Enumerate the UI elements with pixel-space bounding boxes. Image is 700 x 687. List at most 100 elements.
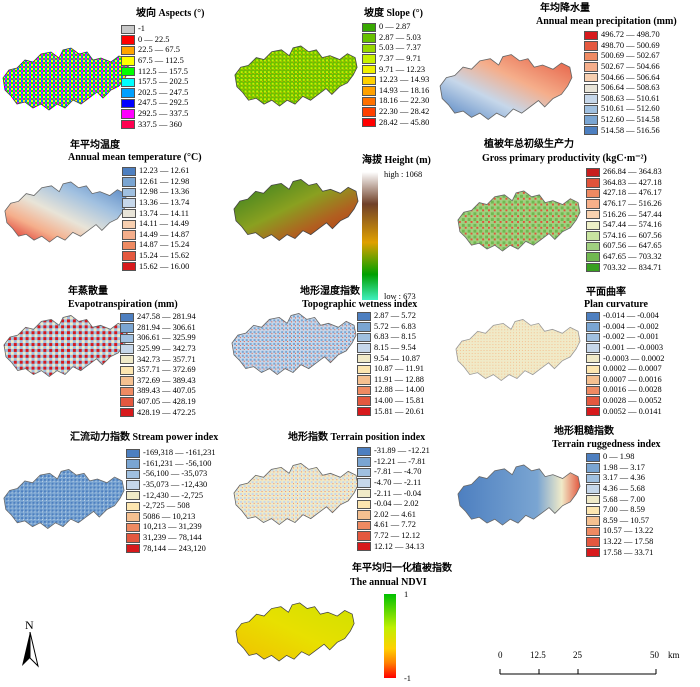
legend-swatch [121, 77, 135, 87]
legend-item: 14.93 — 18.16 [362, 86, 429, 97]
legend-label: 2.02 — 4.61 [374, 509, 416, 519]
legend-item: 428.19 — 472.25 [120, 407, 196, 418]
legend-label: 428.19 — 472.25 [137, 407, 196, 417]
legend-swatch [120, 407, 134, 418]
legend-label: 202.5 — 247.5 [138, 87, 189, 97]
legend-swatch [126, 501, 140, 511]
legend-item: 0.0007 — 0.0016 [586, 375, 664, 386]
legend-label: 516.26 — 547.44 [603, 209, 662, 219]
legend-item: 703.32 — 834.71 [586, 262, 662, 273]
legend-swatch [122, 251, 136, 261]
legend-swatch [362, 33, 376, 43]
legend-item: 14.49 — 14.87 [122, 230, 189, 241]
legend-item: 2.87 — 5.03 [362, 33, 429, 44]
legend-swatch [357, 396, 371, 406]
legend-twi: 2.87 — 5.72 5.72 — 6.83 6.83 — 8.15 8.15 — … [357, 311, 424, 417]
legend-item: 14.87 — 15.24 [122, 240, 189, 251]
legend-item: -0.004 — -0.002 [586, 322, 664, 333]
legend-swatch [586, 516, 600, 526]
title-en-height: Height (m) [384, 155, 431, 166]
legend-label: -56,100 — -35,073 [143, 469, 208, 479]
legend-swatch [584, 94, 598, 104]
legend-swatch [126, 480, 140, 490]
legend-label: 496.72 — 498.70 [601, 30, 660, 40]
north-label: N [25, 618, 34, 632]
legend-item: 31,239 — 78,144 [126, 533, 216, 544]
legend-swatch [357, 385, 371, 396]
legend-label: -4.70 — -2.11 [374, 478, 422, 488]
title-zh-temperature: 年平均温度 [70, 140, 120, 151]
legend-label: 157.5 — 202.5 [138, 77, 189, 87]
map-gpp [457, 190, 581, 252]
legend-item: 78,144 — 243,120 [126, 543, 216, 554]
legend-swatch [122, 240, 136, 251]
legend-label: -0.0003 — 0.0002 [603, 353, 665, 363]
legend-label: 512.60 — 514.58 [601, 115, 660, 125]
legend-item: 4.36 — 5.68 [586, 484, 653, 495]
legend-label: 12.61 — 12.98 [139, 176, 190, 186]
legend-swatch [584, 51, 598, 62]
legend-label: 14.11 — 14.49 [139, 219, 189, 229]
legend-item: -169,318 — -161,231 [126, 448, 216, 459]
legend-label: 31,239 — 78,144 [143, 533, 202, 543]
legend-item: 17.58 — 33.71 [586, 547, 653, 558]
legend-label: -1 [138, 24, 145, 34]
legend-label: 12.23 — 14.93 [379, 75, 430, 85]
legend-swatch [357, 311, 371, 321]
legend-label: 4.61 — 7.72 [374, 520, 416, 530]
legend-swatch [120, 376, 134, 386]
legend-label: 12.23 — 12.61 [139, 166, 190, 176]
title-en-plan-curvature: Plan curvature [584, 299, 648, 310]
legend-label: 502.67 — 504.66 [601, 62, 660, 72]
title-zh-tpi: 地形指数 [288, 432, 328, 443]
legend-swatch [586, 494, 600, 505]
legend-swatch [126, 543, 140, 554]
legend-item: 508.63 — 510.61 [584, 94, 660, 105]
legend-swatch [120, 386, 134, 397]
legend-label: 7.37 — 9.71 [379, 54, 421, 64]
ndvi-low-label: -1 [404, 674, 411, 683]
legend-item: 506.64 — 508.63 [584, 83, 660, 94]
legend-item: 514.58 — 516.56 [584, 125, 660, 136]
legend-label: 14.00 — 15.81 [374, 396, 425, 406]
legend-item: -0.0003 — 0.0002 [586, 353, 664, 364]
legend-item: 8.59 — 10.57 [586, 516, 653, 527]
ramp-height [362, 172, 378, 300]
legend-swatch [126, 522, 140, 533]
legend-label: 574.16 — 607.56 [603, 230, 662, 240]
title-zh-aspect: 坡向 [136, 8, 156, 19]
title-en-et: Evapotranspiration (mm) [68, 299, 178, 310]
legend-swatch [586, 364, 600, 374]
legend-swatch [362, 117, 376, 128]
title-en-ndvi: The annual NDVI [350, 577, 427, 588]
legend-label: 14.49 — 14.87 [139, 229, 190, 239]
legend-label: 247.58 — 281.94 [137, 312, 196, 322]
title-en-precipitation: Annual mean precipitation (mm) [536, 16, 677, 27]
scale-label-0: 0 [498, 650, 503, 660]
legend-swatch [586, 231, 600, 241]
legend-item: -31.89 — -12.21 [357, 446, 430, 457]
legend-item: 512.60 — 514.58 [584, 115, 660, 126]
legend-swatch [584, 104, 598, 115]
legend-item: 14.00 — 15.81 [357, 396, 424, 407]
legend-item: -0.04 — 2.02 [357, 499, 430, 510]
legend-swatch [586, 252, 600, 262]
legend-swatch [126, 459, 140, 469]
legend-label: 5.03 — 7.37 [379, 43, 421, 53]
legend-item: 476.17 — 516.26 [586, 199, 662, 210]
legend-item: 496.72 — 498.70 [584, 30, 660, 41]
legend-item: 0.0002 — 0.0007 [586, 364, 664, 375]
legend-label: 13.74 — 14.11 [139, 208, 189, 218]
title-en-spi: Stream power index [132, 432, 219, 443]
legend-item: 357.71 — 372.69 [120, 365, 196, 376]
map-tri [457, 464, 581, 526]
legend-swatch [122, 219, 136, 229]
legend-item: 502.67 — 504.66 [584, 62, 660, 73]
legend-item: 12.61 — 12.98 [122, 177, 189, 188]
legend-label: 476.17 — 516.26 [603, 199, 662, 209]
map-plan-curvature [455, 318, 581, 382]
legend-label: 292.5 — 337.5 [138, 109, 189, 119]
legend-label: 0.0052 — 0.0141 [603, 406, 662, 416]
legend-swatch [126, 490, 140, 501]
legend-swatch [586, 473, 600, 484]
